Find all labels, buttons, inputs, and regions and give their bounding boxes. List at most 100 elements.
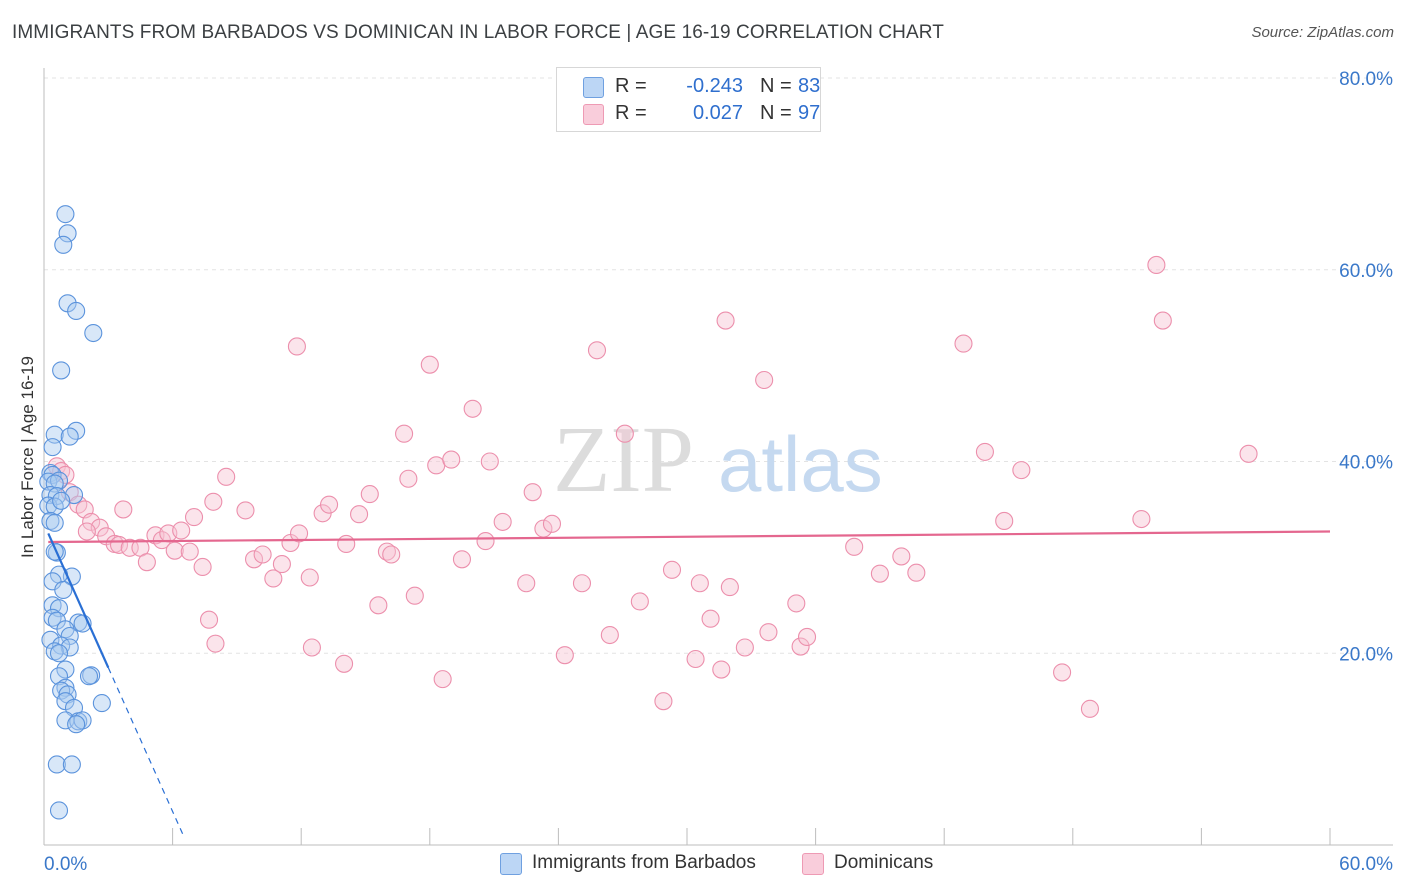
dominicans-point [845, 537, 864, 556]
dominicans-point [433, 670, 452, 689]
dominicans-point [995, 511, 1014, 530]
barbados-point [49, 644, 69, 663]
dominicans-point [1147, 255, 1166, 275]
barbados-point [60, 638, 79, 657]
dominicans-point [1080, 699, 1099, 718]
dominicans-point [572, 574, 592, 593]
legend-n-label: N = [760, 75, 792, 97]
dominicans-point [420, 355, 439, 374]
series-swatch-barbados [500, 853, 522, 875]
dominicans-point [480, 452, 499, 471]
dominicans-point [180, 542, 199, 561]
dominicans-point [690, 574, 709, 593]
barbados-point [41, 630, 60, 649]
barbados-point [49, 667, 69, 686]
barbados-point [52, 491, 71, 510]
dominicans-point [287, 337, 306, 356]
dominicans-point [791, 637, 810, 656]
barbados-point [56, 660, 75, 679]
dominicans-point [735, 638, 754, 657]
dominicans-point [686, 649, 705, 669]
watermark-atlas: atlas [718, 420, 883, 508]
dominicans-point [787, 594, 806, 613]
barbados-point [54, 580, 73, 600]
barbados-trend-line [47, 532, 110, 669]
watermark-zip: ZIP [553, 408, 694, 512]
dominicans-point [720, 578, 739, 597]
dominicans-point [523, 483, 542, 502]
legend-n-value-barbados: 83 [798, 75, 821, 97]
dominicans-point [600, 625, 619, 645]
barbados-point [45, 513, 64, 532]
dominicans-point [442, 450, 461, 469]
dominicans-point [493, 512, 512, 531]
dominicans-point [654, 692, 673, 711]
dominicans-point [662, 560, 682, 579]
dominicans-point [204, 492, 223, 511]
legend-swatch-dominicans [583, 104, 604, 125]
dominicans-point [399, 469, 418, 488]
dominicans-point [350, 505, 369, 524]
legend-swatch-barbados [583, 77, 604, 98]
series-legend: Immigrants from Barbados Dominicans [0, 852, 1406, 878]
axes [43, 68, 1393, 846]
barbados-point [52, 361, 71, 380]
dominicans-point [797, 627, 817, 647]
dominicans-point [712, 660, 731, 679]
barbados-point [54, 235, 73, 254]
y-tick-label: 40.0% [1339, 453, 1393, 474]
dominicans-point [382, 545, 401, 564]
barbados-point [79, 667, 99, 686]
gridlines [44, 77, 1393, 654]
series-swatch-dominicans [802, 853, 824, 875]
series-label-dominicans: Dominicans [834, 852, 934, 873]
dominicans-point [954, 334, 973, 353]
barbados-point [92, 694, 111, 713]
x-tick-label-min: 0.0% [44, 854, 87, 875]
series-label-barbados: Immigrants from Barbados [532, 852, 756, 873]
source-label: Source: ZipAtlas.com [1251, 24, 1394, 41]
y-tick-labels: 20.0% 40.0% 60.0% 80.0% [1339, 69, 1393, 665]
legend-r-label: R = [615, 75, 647, 97]
barbados-point [43, 438, 62, 457]
dominicans-point [395, 424, 414, 443]
barbados-points [39, 205, 111, 820]
dominicans-point [476, 532, 495, 551]
dominicans-point [165, 541, 184, 560]
y-tick-label: 80.0% [1339, 69, 1393, 90]
dominicans-point [463, 399, 482, 418]
chart-title: IMMIGRANTS FROM BARBADOS VS DOMINICAN IN… [12, 22, 944, 43]
legend-r-value-barbados: -0.243 [686, 75, 743, 97]
dominicans-point [360, 485, 379, 504]
dominicans-point [759, 623, 778, 642]
y-axis-label: In Labor Force | Age 16-19 [18, 356, 37, 558]
dominicans-point [337, 534, 356, 554]
dominicans-point [615, 424, 634, 443]
dominicans-point [427, 456, 446, 475]
barbados-point [56, 205, 75, 224]
barbados-trend-extension [107, 667, 184, 836]
dominicans-point [542, 514, 562, 533]
watermark: ZIP atlas [553, 408, 883, 512]
barbados-point [62, 755, 81, 774]
dominicans-point [1012, 461, 1031, 480]
correlation-legend: R = -0.243 N = 83 R = 0.027 N = 97 [556, 67, 821, 132]
dominicans-point [199, 610, 219, 629]
dominicans-point [120, 538, 139, 557]
dominicans-point [184, 508, 204, 527]
dominicans-point [320, 495, 339, 514]
legend-r-value-dominicans: 0.027 [692, 102, 743, 124]
x-tick-label-max: 60.0% [1339, 854, 1393, 875]
barbados-point [60, 427, 79, 446]
dominicans-point [975, 442, 994, 461]
dominicans-point [1153, 311, 1172, 330]
dominicans-point [114, 500, 133, 519]
dominicans-point [172, 521, 191, 540]
dominicans-point [300, 568, 319, 587]
dominicans-point [193, 557, 212, 577]
dominicans-point [236, 501, 255, 520]
dominicans-point [555, 646, 574, 665]
y-tick-label: 20.0% [1339, 644, 1393, 665]
dominicans-points [47, 255, 1258, 718]
dominicans-trend-line [48, 530, 1331, 544]
